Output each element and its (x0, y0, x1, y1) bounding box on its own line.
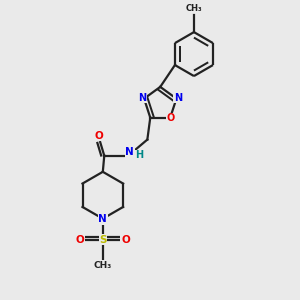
Text: N: N (98, 214, 107, 224)
Text: N: N (174, 93, 182, 103)
Text: O: O (94, 131, 103, 141)
Text: N: N (125, 147, 134, 157)
Text: CH₃: CH₃ (94, 261, 112, 270)
Text: S: S (99, 235, 106, 245)
Text: N: N (139, 93, 147, 103)
Text: O: O (167, 113, 175, 123)
Text: CH₃: CH₃ (186, 4, 202, 13)
Text: O: O (76, 235, 84, 245)
Text: H: H (135, 150, 143, 160)
Text: O: O (121, 235, 130, 245)
